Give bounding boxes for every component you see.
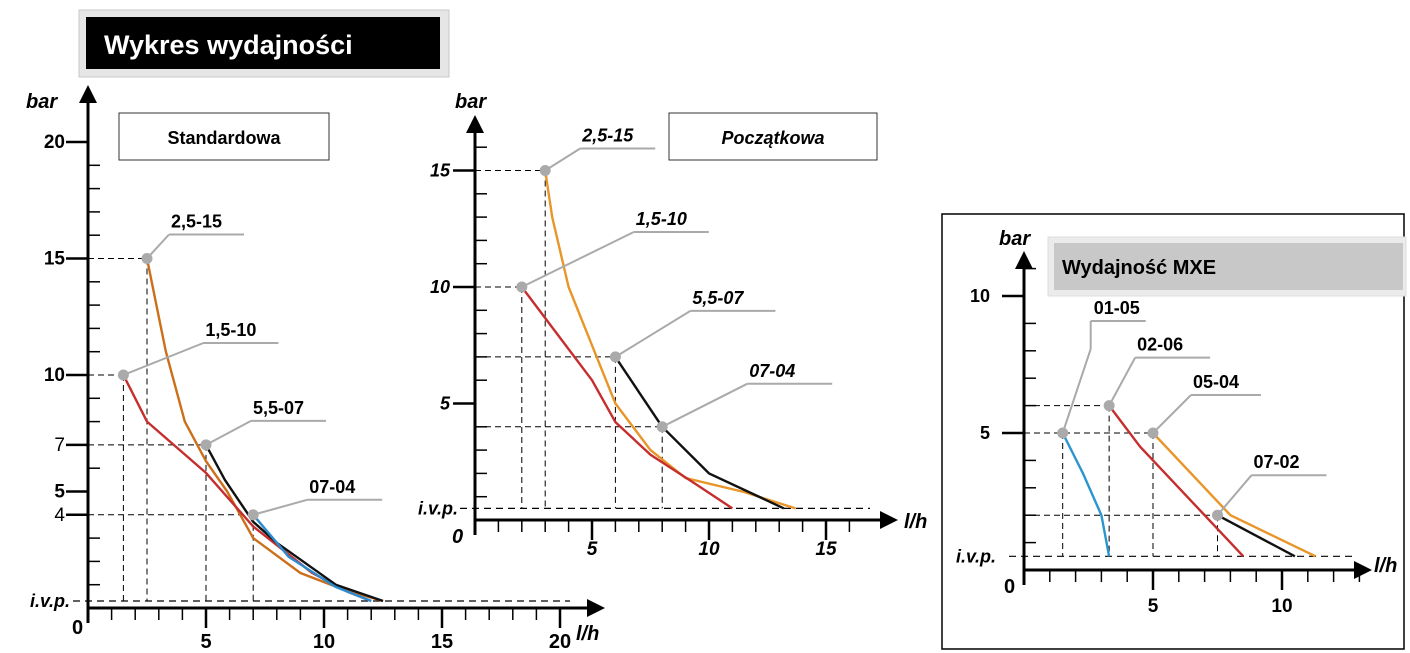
x-tick-label: 0 — [452, 526, 463, 548]
marker-2,5-15 — [141, 253, 153, 264]
series-label: 05-04 — [1193, 372, 1239, 392]
y-axis-label: bar — [455, 91, 487, 113]
series-label: 5,5-07 — [253, 398, 304, 418]
y-tick-label: 10 — [430, 277, 450, 297]
series-line-07-04 — [252, 514, 372, 603]
standard-label-text: Standardowa — [167, 128, 281, 148]
y-tick-label: 5 — [440, 394, 451, 414]
y-axis-label: bar — [999, 228, 1031, 250]
y-tick-label: 5 — [54, 482, 65, 503]
marker-01-05 — [1057, 427, 1069, 439]
series-label: 07-04 — [309, 477, 355, 497]
series-label: 07-04 — [749, 361, 795, 381]
series-line-05-04 — [1152, 432, 1317, 558]
marker-07-04 — [656, 421, 668, 433]
x-tick-label: 10 — [1271, 596, 1292, 617]
y-tick-label: i.v.p. — [956, 546, 996, 566]
y-tick-label: 15 — [430, 161, 451, 181]
x-tick-label: 5 — [587, 539, 598, 560]
x-axis-arrow — [880, 511, 898, 529]
y-tick-label: 7 — [54, 435, 65, 456]
x-tick-label: 10 — [313, 631, 335, 653]
y-axis-arrow — [1015, 251, 1033, 269]
chart-mxe: 10 5 i.v.p. 0 5 10 bar l/h 01-05 02-06 05-04 07-02 — [956, 228, 1397, 617]
marker-02-06 — [1103, 400, 1115, 412]
marker-2,5-15 — [539, 165, 551, 176]
x-axis-label: l/h — [1374, 555, 1397, 577]
series-line-5,5-07 — [204, 444, 384, 603]
marker-5,5-07 — [609, 351, 621, 363]
marker-1,5-10 — [516, 281, 528, 293]
callout-line — [252, 498, 308, 516]
marker-1,5-10 — [117, 369, 129, 381]
series-line-01-05 — [1061, 432, 1111, 557]
x-axis-label: l/h — [904, 511, 927, 533]
callout-line — [205, 420, 252, 446]
chart-poczatkowa: 15 10 5 i.v.p. 0 5 10 15 bar l/h 2,5-15 1,5-10 5,5-0… — [418, 91, 927, 560]
x-tick-label: 5 — [1148, 596, 1159, 617]
series-line-2,5-15 — [544, 170, 796, 510]
x-tick-label: 0 — [72, 617, 83, 639]
series-label: 5,5-07 — [692, 288, 744, 308]
callout-line — [521, 231, 635, 288]
series-line-07-02 — [1216, 514, 1296, 558]
series-label: 2,5-15 — [581, 126, 634, 146]
callout-line — [1216, 474, 1253, 516]
callout-line — [544, 147, 581, 172]
x-tick-label: 10 — [698, 539, 720, 560]
callout-line — [661, 382, 748, 428]
y-tick-label: 15 — [44, 249, 66, 270]
y-tick-label: 20 — [44, 132, 65, 153]
series-label: 1,5-10 — [636, 209, 687, 229]
main-title: Wykres wydajności — [78, 9, 450, 78]
y-tick-label: 10 — [970, 286, 990, 306]
callout-line — [1061, 348, 1092, 434]
series-label: 2,5-15 — [171, 212, 222, 232]
initial-label-box: Początkowa — [668, 112, 878, 161]
series-label: 1,5-10 — [205, 320, 256, 340]
y-tick-label: 5 — [980, 423, 990, 443]
marker-07-02 — [1212, 509, 1223, 521]
callout-line — [614, 310, 691, 358]
callout-line — [123, 342, 204, 376]
x-axis-arrow — [587, 599, 605, 617]
x-axis-arrow — [1354, 561, 1372, 579]
x-tick-label: 15 — [815, 539, 837, 560]
x-tick-label: 15 — [431, 631, 453, 653]
x-tick-label: 0 — [1004, 576, 1015, 598]
initial-label-text: Początkowa — [721, 128, 824, 148]
y-axis-label: bar — [26, 91, 58, 113]
series-line-2,5-15 — [145, 258, 384, 603]
main-title-text: Wykres wydajności — [104, 30, 353, 60]
x-tick-label: 20 — [549, 631, 571, 653]
marker-05-04 — [1147, 427, 1159, 439]
y-axis-arrow — [466, 115, 484, 133]
series-line-1,5-10 — [520, 286, 734, 510]
callout-line — [1152, 394, 1192, 434]
y-tick-label: i.v.p. — [30, 591, 70, 611]
callout-line — [1108, 357, 1137, 407]
y-tick-label: 10 — [44, 365, 65, 386]
series-label: 02-06 — [1137, 335, 1183, 355]
x-tick-label: 5 — [200, 631, 211, 653]
y-tick-label: 4 — [54, 505, 65, 526]
series-label: 07-02 — [1254, 452, 1300, 472]
x-axis-label: l/h — [576, 623, 599, 645]
marker-5,5-07 — [200, 439, 212, 451]
series-label: 01-05 — [1094, 298, 1140, 318]
y-axis-arrow — [79, 85, 97, 103]
series-line-02-06 — [1108, 404, 1245, 558]
y-tick-label: i.v.p. — [418, 498, 458, 518]
mxe-label-text: Wydajność MXE — [1062, 257, 1216, 279]
marker-07-04 — [247, 509, 259, 521]
mxe-label-box: Wydajność MXE — [1047, 236, 1407, 297]
standard-label-box: Standardowa — [118, 112, 330, 161]
